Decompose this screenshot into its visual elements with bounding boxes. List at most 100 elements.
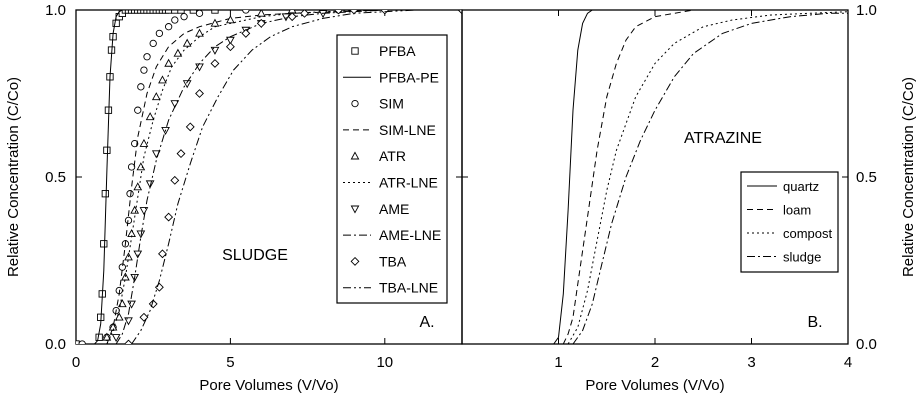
- data-point-tba: [457, 10, 462, 15]
- data-point-sim: [171, 16, 179, 24]
- y-tick-label: 0.0: [45, 336, 66, 353]
- plot-area: [76, 10, 462, 344]
- x-tick-label: 4: [844, 354, 852, 371]
- legend-label: quartz: [783, 179, 819, 194]
- data-point-tba: [185, 122, 195, 132]
- legend-label: SIM: [379, 96, 404, 112]
- data-point-sim: [155, 29, 164, 38]
- panel-annotation: ATRAZINE: [684, 130, 762, 147]
- legend-marker-pfba: [351, 47, 359, 55]
- data-point-sim: [134, 106, 142, 114]
- data-point-sim: [137, 83, 145, 91]
- data-point-sim: [164, 23, 173, 31]
- y-axis-label: Relative Concentration (C/Co): [5, 77, 22, 277]
- legend-item: AME-LNE: [343, 227, 441, 243]
- data-point-atr: [158, 75, 167, 84]
- data-point-ame: [182, 80, 192, 89]
- legend-marker-ame: [350, 205, 360, 214]
- data-point-sim: [143, 53, 151, 61]
- data-point-atr: [173, 48, 183, 57]
- legend-label: TBA: [379, 253, 407, 269]
- panel-annotation: SLUDGE: [222, 247, 288, 264]
- data-point-ame: [127, 300, 136, 309]
- series-line-atr-lne: [106, 10, 462, 344]
- data-point-tba: [148, 299, 158, 309]
- data-point-sim: [140, 66, 148, 74]
- legend-marker-atr: [350, 151, 360, 160]
- data-point-tba: [124, 339, 133, 344]
- data-point-pfba: [112, 19, 120, 28]
- series-line-ame-lne: [115, 10, 462, 344]
- y-axis-label: Relative Concentration (C/Co): [900, 77, 917, 277]
- legend-label: PFBA-PE: [379, 69, 439, 85]
- panel-b-atrazine: 1 2 3 40.0 0.5 1.0 Pore Volumes (V/Vo) Relative…: [461, 2, 917, 394]
- data-point-sim: [127, 163, 136, 171]
- x-axis-label: Pore Volumes (V/Vo): [199, 377, 338, 394]
- data-point-ame: [145, 180, 155, 189]
- data-point-atr: [114, 312, 124, 321]
- data-point-atr: [210, 18, 220, 27]
- data-point-pfba: [95, 333, 103, 341]
- data-point-ame: [318, 10, 328, 19]
- data-point-pfba: [76, 340, 80, 344]
- y-tick-label: 1.0: [45, 2, 66, 19]
- data-point-tba: [154, 282, 164, 292]
- data-point-tba: [256, 18, 266, 28]
- data-point-atr: [133, 182, 143, 191]
- data-point-ame: [139, 207, 149, 216]
- data-point-pfba: [101, 190, 109, 198]
- data-point-sim: [149, 39, 157, 48]
- x-tick-label: 5: [226, 354, 234, 371]
- x-axis-label: Pore Volumes (V/Vo): [585, 377, 724, 394]
- series-line-loam: [562, 10, 848, 344]
- data-point-atr: [256, 10, 266, 17]
- legend-item: AME: [350, 201, 409, 217]
- data-point-atr: [102, 332, 112, 341]
- panel-a-sludge: 0 5 10 0.0 0.5 1.0 Pore Volumes (V/Vo) Relative…: [5, 2, 463, 394]
- legend-item: ATR-LNE: [343, 175, 438, 191]
- data-point-atr: [136, 162, 146, 171]
- legend-label: AME-LNE: [379, 227, 441, 243]
- legend-item: sludge: [747, 250, 821, 265]
- data-point-sim: [78, 340, 86, 344]
- series-sim-points: [78, 10, 343, 344]
- plot-area: [553, 10, 848, 344]
- legend-item: SIM-LNE: [343, 122, 436, 138]
- data-point-tba: [349, 10, 359, 15]
- data-point-sim: [195, 10, 204, 17]
- data-point-ame: [124, 317, 133, 326]
- data-point-tba: [300, 10, 309, 18]
- data-point-sim: [126, 190, 134, 198]
- series-line-quartz: [553, 10, 848, 344]
- legend-item: quartz: [747, 179, 819, 194]
- legend: PFBA PFBA-PE SIM SIM-LNE ATR ATR-LNE AME AME-LN…: [336, 34, 448, 304]
- data-point-ame: [133, 250, 143, 259]
- legend-label: loam: [783, 203, 811, 218]
- series-line-tba-lne: [131, 10, 462, 344]
- legend-marker-sim: [351, 99, 359, 108]
- x-tick-label: 2: [651, 354, 659, 371]
- legend-item: PFBA: [351, 43, 416, 59]
- legend-item: loam: [747, 203, 811, 218]
- data-point-tba: [176, 149, 186, 159]
- data-point-atr: [164, 58, 173, 67]
- legend-item: SIM: [351, 96, 404, 112]
- legend-item: ATR: [350, 148, 406, 164]
- legend-item: compost: [747, 226, 833, 241]
- data-point-atr: [145, 112, 155, 121]
- x-tick-label: 10: [376, 354, 393, 371]
- legend: quartz loam compost sludge: [740, 171, 839, 273]
- data-point-tba: [170, 175, 180, 185]
- series-atr-points: [102, 10, 297, 341]
- series-line-pfba-pe: [94, 10, 462, 344]
- panel-label: B.: [807, 314, 822, 331]
- data-point-pfba: [103, 146, 111, 154]
- panel-label: A.: [419, 314, 434, 331]
- data-point-tba: [139, 312, 149, 322]
- data-point-atr: [195, 28, 204, 37]
- legend-item: TBA-LNE: [343, 280, 438, 296]
- data-point-tba: [287, 12, 297, 22]
- x-tick-label: 3: [747, 354, 755, 371]
- legend-item: TBA: [350, 253, 407, 269]
